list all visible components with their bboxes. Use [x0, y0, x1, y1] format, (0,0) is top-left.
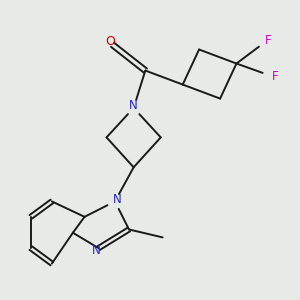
- Text: F: F: [272, 70, 278, 83]
- Text: F: F: [265, 34, 271, 47]
- Text: N: N: [129, 99, 138, 112]
- Text: O: O: [105, 35, 115, 48]
- Text: N: N: [113, 193, 122, 206]
- Text: N: N: [92, 244, 100, 257]
